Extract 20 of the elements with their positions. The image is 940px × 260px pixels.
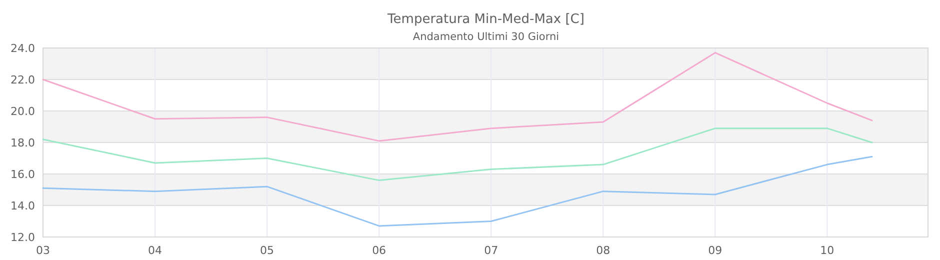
y-tick-label: 22.0 [10, 73, 35, 86]
x-tick-label: 10 [820, 244, 834, 257]
x-tick-label: 06 [372, 244, 386, 257]
y-tick-label: 20.0 [10, 104, 35, 118]
line-series [42, 52, 873, 142]
y-tick-label: 18.0 [10, 136, 35, 150]
line-series [42, 128, 873, 182]
x-tick-label: 09 [708, 244, 722, 257]
x-tick-label: 08 [596, 244, 610, 257]
chart-subtitle: Andamento Ultimi 30 Giorni [412, 31, 560, 43]
x-tick-label: 05 [260, 244, 274, 257]
line-series [42, 156, 873, 227]
chart-title: Temperatura Min-Med-Max [C] [386, 12, 584, 27]
x-tick-label: 04 [148, 244, 162, 257]
x-tick-label: 07 [484, 244, 498, 257]
y-tick-label: 12.0 [10, 230, 35, 244]
y-tick-label: 16.0 [10, 168, 35, 181]
y-tick-label: 14.0 [10, 199, 35, 212]
x-tick-label: 03 [36, 244, 50, 257]
y-tick-label: 24.0 [10, 42, 35, 55]
